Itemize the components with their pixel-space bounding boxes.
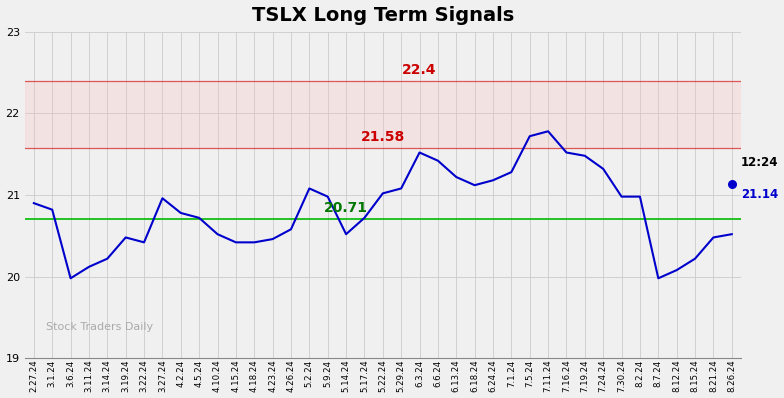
Text: Stock Traders Daily: Stock Traders Daily — [46, 322, 154, 332]
Text: 22.4: 22.4 — [402, 63, 437, 77]
Point — [725, 180, 738, 187]
Title: TSLX Long Term Signals: TSLX Long Term Signals — [252, 6, 514, 25]
Text: 12:24: 12:24 — [741, 156, 779, 169]
Text: 21.58: 21.58 — [361, 131, 405, 144]
Text: 20.71: 20.71 — [324, 201, 368, 215]
Bar — [24, 81, 741, 148]
Text: 21.14: 21.14 — [741, 187, 779, 201]
